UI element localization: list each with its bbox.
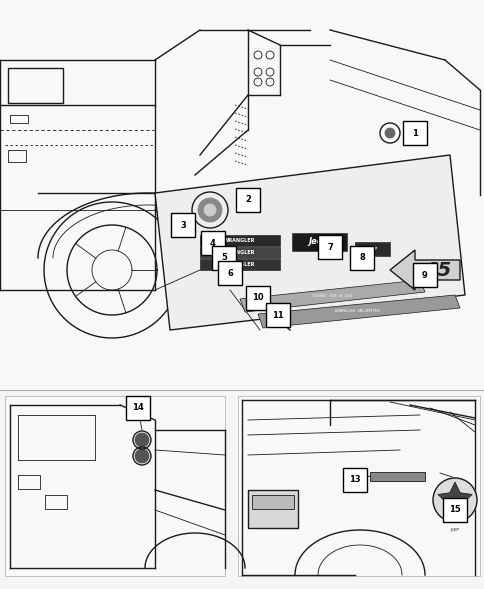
- Bar: [247, 490, 297, 528]
- Bar: [199, 247, 279, 258]
- Bar: [442, 498, 466, 522]
- Text: 4: 4: [210, 239, 215, 247]
- Text: WRANGLER: WRANGLER: [224, 239, 255, 243]
- Circle shape: [204, 204, 215, 216]
- Bar: [238, 396, 479, 576]
- Bar: [8, 68, 63, 103]
- Bar: [412, 263, 436, 287]
- Bar: [199, 259, 279, 270]
- Polygon shape: [257, 295, 459, 328]
- Polygon shape: [389, 250, 459, 290]
- Bar: [245, 286, 270, 310]
- Bar: [369, 472, 424, 481]
- Bar: [18, 475, 40, 489]
- Circle shape: [432, 478, 476, 522]
- Bar: [199, 235, 279, 246]
- Bar: [200, 231, 225, 255]
- Polygon shape: [437, 482, 471, 515]
- Circle shape: [384, 128, 394, 138]
- Text: 8: 8: [358, 253, 364, 263]
- Text: 65: 65: [424, 260, 451, 280]
- Bar: [252, 495, 293, 509]
- Text: Jeep: Jeep: [308, 237, 329, 247]
- Text: 9: 9: [421, 270, 427, 280]
- Bar: [217, 261, 242, 285]
- Bar: [126, 396, 150, 420]
- Text: WRANGLER UNLIMITED: WRANGLER UNLIMITED: [335, 309, 380, 313]
- Text: 6: 6: [227, 269, 232, 277]
- Text: JEEP: JEEP: [366, 247, 377, 251]
- Text: 13: 13: [348, 475, 360, 485]
- Bar: [171, 213, 195, 237]
- Bar: [354, 242, 389, 256]
- Bar: [8, 150, 26, 162]
- Text: 1: 1: [411, 128, 417, 137]
- Bar: [291, 233, 346, 251]
- Bar: [349, 246, 373, 270]
- Text: WRANGLER: WRANGLER: [224, 250, 255, 256]
- Polygon shape: [0, 0, 484, 390]
- Text: JEEP: JEEP: [450, 528, 458, 532]
- Bar: [402, 121, 426, 145]
- Text: 11: 11: [272, 310, 283, 319]
- Text: 3: 3: [180, 220, 185, 230]
- Text: 5: 5: [221, 253, 227, 263]
- Bar: [10, 115, 28, 123]
- Bar: [265, 303, 289, 327]
- Circle shape: [135, 449, 149, 463]
- Bar: [342, 468, 366, 492]
- Bar: [212, 246, 236, 270]
- Bar: [5, 396, 225, 576]
- Bar: [45, 495, 67, 509]
- Text: 2: 2: [244, 196, 250, 204]
- Text: 15: 15: [448, 505, 460, 515]
- Text: 7: 7: [326, 243, 332, 252]
- Polygon shape: [155, 155, 464, 330]
- Circle shape: [135, 433, 149, 447]
- Text: WRANGLER: WRANGLER: [224, 263, 255, 267]
- Bar: [236, 188, 259, 212]
- Text: 10: 10: [252, 293, 263, 303]
- Text: IS2001 VIE-8 S34: IS2001 VIE-8 S34: [311, 294, 351, 298]
- Bar: [318, 235, 341, 259]
- Circle shape: [197, 198, 222, 222]
- Polygon shape: [240, 280, 424, 312]
- Text: 14: 14: [132, 403, 144, 412]
